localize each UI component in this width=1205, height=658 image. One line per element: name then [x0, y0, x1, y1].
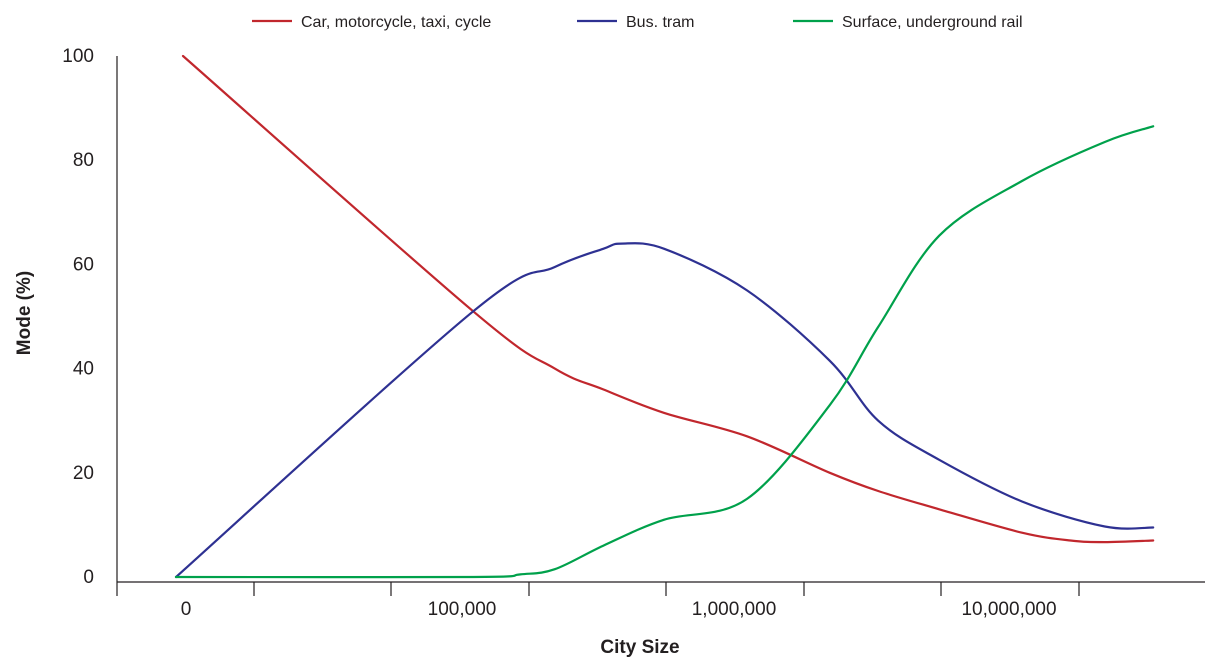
- series-line-1: [174, 242, 1155, 579]
- x-axis: 0 100,000 1,000,000 10,000,000: [116, 581, 1205, 620]
- y-tick-label: 20: [73, 463, 94, 484]
- y-tick-label: 40: [73, 359, 94, 380]
- legend-item: Surface, underground rail: [793, 14, 1023, 31]
- x-tick-label: 10,000,000: [961, 599, 1056, 620]
- legend-label: Bus. tram: [626, 14, 694, 31]
- legend: Car, motorcycle, taxi, cycle Bus. tram Sur…: [252, 14, 1023, 31]
- y-tick-label: 60: [73, 254, 94, 275]
- series-line-0: [181, 54, 1155, 544]
- legend-item: Bus. tram: [577, 14, 694, 31]
- y-tick-label: 0: [83, 567, 94, 588]
- y-tick-label: 80: [73, 150, 94, 171]
- legend-item: Car, motorcycle, taxi, cycle: [252, 14, 491, 31]
- x-tick-label: 0: [181, 599, 192, 620]
- y-axis-title: Mode (%): [14, 271, 35, 355]
- x-tick-label: 1,000,000: [692, 599, 777, 620]
- plot-area: [174, 54, 1155, 579]
- legend-label: Car, motorcycle, taxi, cycle: [301, 14, 491, 31]
- y-axis: 0 20 40 60 80 100: [62, 46, 118, 588]
- y-tick-label: 100: [62, 46, 94, 67]
- x-axis-title: City Size: [600, 637, 679, 658]
- x-tick-label: 100,000: [428, 599, 497, 620]
- series-line-2: [174, 125, 1155, 579]
- legend-label: Surface, underground rail: [842, 14, 1023, 31]
